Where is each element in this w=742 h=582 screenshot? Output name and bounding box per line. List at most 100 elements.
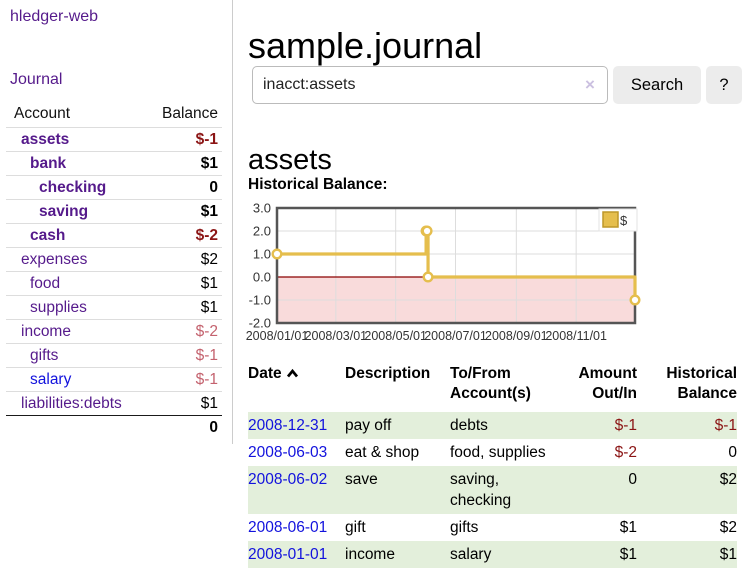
account-balance: $1 bbox=[200, 155, 218, 172]
x-axis-tick-label: 2008/07/01 bbox=[424, 329, 487, 343]
transaction-date-link[interactable]: 2008-06-02 bbox=[248, 471, 328, 488]
account-link[interactable]: income bbox=[21, 323, 71, 340]
transaction-accounts: food, supplies bbox=[450, 444, 546, 461]
clear-search-icon[interactable]: × bbox=[585, 75, 595, 94]
sort-ascending-icon bbox=[286, 368, 298, 378]
account-balance: $-1 bbox=[195, 371, 218, 388]
transaction-date-link[interactable]: 2008-06-01 bbox=[248, 519, 328, 536]
accounts-table-header: Account Balance bbox=[6, 103, 222, 127]
transaction-balance: 0 bbox=[728, 444, 737, 461]
account-balance: $1 bbox=[200, 395, 218, 412]
transaction-accounts: saving, checking bbox=[450, 471, 512, 509]
register-table: Date Description To/From Account(s) Amou… bbox=[248, 362, 737, 568]
transaction-accounts: salary bbox=[450, 546, 492, 563]
data-point-marker bbox=[629, 294, 641, 306]
account-balance: $-1 bbox=[195, 347, 218, 364]
search-button[interactable]: Search bbox=[613, 66, 701, 104]
account-row: saving $1 bbox=[6, 199, 222, 223]
register-header-row: Date Description To/From Account(s) Amou… bbox=[248, 362, 737, 412]
sidebar-divider bbox=[232, 0, 233, 444]
account-row: liabilities:debts $1 bbox=[6, 391, 222, 415]
account-balance: $-1 bbox=[195, 131, 218, 148]
sidebar-item-journal[interactable]: Journal bbox=[10, 71, 63, 88]
transaction-accounts: gifts bbox=[450, 519, 479, 536]
transaction-accounts: debts bbox=[450, 417, 488, 434]
account-row: income $-2 bbox=[6, 319, 222, 343]
date-column-header[interactable]: Date bbox=[248, 362, 345, 412]
account-link[interactable]: bank bbox=[30, 155, 67, 172]
x-axis-tick-label: 2008/09/01 bbox=[485, 329, 548, 343]
transaction-date-link[interactable]: 2008-12-31 bbox=[248, 417, 328, 434]
transaction-row: 2008-12-31 pay off debts $-1 $-1 bbox=[248, 412, 737, 439]
account-row: salary $-1 bbox=[6, 367, 222, 391]
transaction-row: 2008-06-01 gift gifts $1 $2 bbox=[248, 514, 737, 541]
x-axis-tick-label: 2008/11/01 bbox=[545, 329, 607, 343]
data-point-marker bbox=[421, 225, 433, 237]
account-link[interactable]: gifts bbox=[30, 347, 59, 364]
account-balance: $-2 bbox=[195, 227, 218, 244]
balance-column-header: Balance bbox=[161, 105, 218, 122]
y-axis-tick-label: 1.0 bbox=[253, 247, 271, 262]
transaction-row: 2008-01-01 income salary $1 $1 bbox=[248, 541, 737, 568]
transaction-balance: $1 bbox=[719, 546, 737, 563]
transaction-description: pay off bbox=[345, 417, 392, 434]
transaction-description: save bbox=[345, 471, 378, 488]
transaction-amount: $-1 bbox=[614, 417, 637, 434]
transaction-balance: $2 bbox=[719, 471, 737, 488]
account-balance: $1 bbox=[200, 299, 218, 316]
account-link[interactable]: salary bbox=[30, 371, 72, 388]
account-row: supplies $1 bbox=[6, 295, 222, 319]
account-link[interactable]: food bbox=[30, 275, 61, 292]
y-axis-tick-label: 3.0 bbox=[253, 201, 271, 216]
account-link[interactable]: cash bbox=[30, 227, 66, 244]
account-balance: 0 bbox=[209, 179, 218, 196]
help-button[interactable]: ? bbox=[706, 66, 742, 104]
y-axis-tick-label: 2.0 bbox=[253, 224, 271, 239]
transaction-amount: $1 bbox=[619, 519, 637, 536]
account-link[interactable]: saving bbox=[39, 203, 89, 220]
account-link[interactable]: checking bbox=[39, 179, 107, 196]
chart-title: Historical Balance: bbox=[248, 176, 388, 193]
account-link[interactable]: assets bbox=[21, 131, 70, 148]
account-balance: $1 bbox=[200, 275, 218, 292]
x-axis-tick-label: 2008/03/01 bbox=[305, 329, 368, 343]
transaction-description: income bbox=[345, 546, 395, 563]
sidebar-accounts-table: Account Balance assets $-1 bank $1 checking 0… bbox=[6, 103, 222, 439]
amount-column-header: Amount Out/In bbox=[578, 365, 637, 402]
historical-balance-chart: $3.0 2.0 1.0 0.0 -1.0 -2.02008/01/012008/03/0… bbox=[246, 201, 641, 343]
account-balance: $-2 bbox=[195, 323, 218, 340]
accounts-total-row: 0 bbox=[6, 415, 222, 439]
transaction-row: 2008-06-02 save saving, checking 0 $2 bbox=[248, 466, 737, 514]
search-input[interactable] bbox=[252, 66, 608, 104]
account-row: food $1 bbox=[6, 271, 222, 295]
account-row: cash $-2 bbox=[6, 223, 222, 247]
transaction-date-link[interactable]: 2008-01-01 bbox=[248, 546, 328, 563]
transaction-amount: $1 bbox=[619, 546, 637, 563]
data-point-marker bbox=[422, 271, 434, 283]
balance-column-header: Historical Balance bbox=[666, 365, 737, 402]
transaction-balance: $-1 bbox=[714, 417, 737, 434]
transaction-date-link[interactable]: 2008-06-03 bbox=[248, 444, 328, 461]
account-heading: assets bbox=[248, 144, 332, 177]
account-link[interactable]: expenses bbox=[21, 251, 88, 268]
account-row: checking 0 bbox=[6, 175, 222, 199]
data-point-marker bbox=[271, 248, 283, 260]
account-row: assets $-1 bbox=[6, 127, 222, 151]
transaction-description: gift bbox=[345, 519, 366, 536]
transaction-row: 2008-06-03 eat & shop food, supplies $-2 0 bbox=[248, 439, 737, 466]
y-axis-tick-label: -2.0 bbox=[249, 316, 271, 331]
accounts-column-header: To/From Account(s) bbox=[450, 365, 531, 402]
account-row: expenses $2 bbox=[6, 247, 222, 271]
y-axis-tick-label: 0.0 bbox=[253, 270, 271, 285]
account-balance: $2 bbox=[200, 251, 218, 268]
account-row: gifts $-1 bbox=[6, 343, 222, 367]
description-column-header: Description bbox=[345, 365, 431, 382]
page-title: sample.journal bbox=[248, 25, 483, 67]
account-link[interactable]: liabilities:debts bbox=[21, 395, 122, 412]
app-title-link[interactable]: hledger-web bbox=[10, 8, 99, 25]
transaction-amount: $-2 bbox=[614, 444, 637, 461]
account-row: bank $1 bbox=[6, 151, 222, 175]
x-axis-tick-label: 2008/05/01 bbox=[364, 329, 427, 343]
account-link[interactable]: supplies bbox=[30, 299, 87, 316]
